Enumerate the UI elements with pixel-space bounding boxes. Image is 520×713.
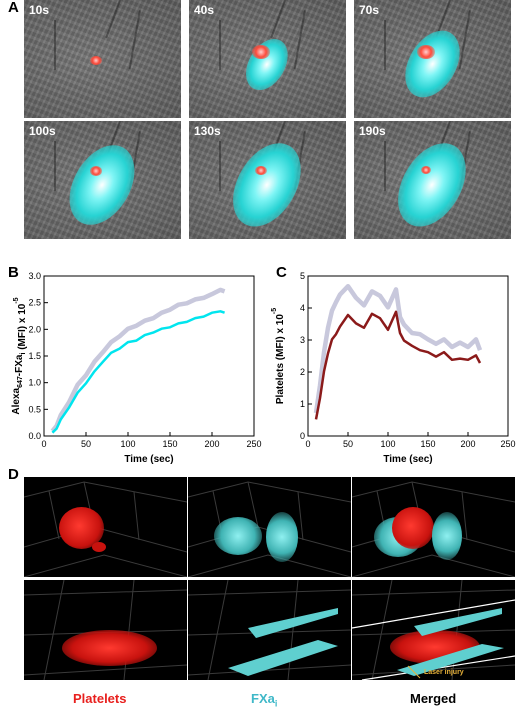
- frame-timestamp: 10s: [29, 3, 50, 17]
- y-tick-label: 1: [300, 399, 305, 409]
- y-axis-label-part: 647: [17, 376, 24, 388]
- microscopy-frame: 130s: [189, 121, 346, 239]
- x-tick-label: 50: [343, 439, 353, 449]
- plot-frame: [307, 275, 509, 437]
- plane-line-upper: [352, 599, 515, 629]
- vessel-line: [384, 141, 386, 191]
- vessel-line: [384, 20, 386, 70]
- panel-a-letter: A: [8, 0, 19, 16]
- microscopy-frame: 70s: [354, 0, 511, 118]
- fxa-sheets: [228, 608, 338, 676]
- merged-3d-top: [352, 477, 515, 577]
- fxa-caption: FXai: [251, 691, 277, 709]
- platelet-signal: [90, 56, 102, 66]
- platelets-caption: Platelets: [73, 691, 127, 706]
- fxa-cluster-right: [432, 512, 462, 560]
- microscopy-frame: 190s: [354, 121, 511, 239]
- platelet-fragment: [92, 542, 106, 552]
- x-tick-label: 0: [41, 439, 46, 449]
- x-tick-label: 150: [420, 439, 435, 449]
- frame-timestamp: 190s: [359, 124, 386, 138]
- y-tick-label: 0.5: [28, 404, 41, 414]
- fxa-sheets: [397, 608, 504, 679]
- merged-3d-side: Laser injury: [352, 580, 515, 680]
- platelet-signal: [89, 166, 103, 176]
- frame-timestamp: 40s: [194, 3, 215, 17]
- fxa-3d-side: [188, 580, 351, 680]
- x-tick-label: 200: [204, 439, 219, 449]
- x-tick-label: 0: [305, 439, 310, 449]
- y-axis-label-part: i: [20, 353, 27, 355]
- frame-timestamp: 130s: [194, 124, 221, 138]
- laser-injury-arrow: [407, 665, 421, 679]
- panel-c-letter: C: [276, 264, 287, 281]
- series-line: [314, 310, 482, 420]
- x-tick-label: 50: [81, 439, 91, 449]
- series-line: [50, 287, 226, 433]
- microscopy-frame: 40s: [189, 0, 346, 118]
- grid-lines: [24, 580, 187, 680]
- frame-timestamp: 100s: [29, 124, 56, 138]
- panel-b-letter: B: [8, 264, 19, 281]
- merged-caption: Merged: [410, 691, 457, 706]
- x-tick-label: 100: [120, 439, 135, 449]
- panel-d-letter: D: [8, 466, 19, 483]
- fxa-caption-main: FXa: [251, 691, 275, 706]
- y-tick-label: 5: [300, 271, 305, 281]
- plot-frame: [43, 275, 255, 437]
- platelet-cluster: [392, 507, 434, 549]
- series-line: [51, 310, 225, 434]
- y-tick-label: 0: [300, 431, 305, 441]
- x-tick-label: 250: [246, 439, 261, 449]
- panel-b-chart: 0 50 100 150 200 250 0.0 0.5 1.0 1.5 2.0 2.5 3.0 Time…: [11, 271, 262, 465]
- y-axis-label: Alexa647-FXai (MFI) x 10-5: [11, 297, 28, 414]
- y-axis-label-part: Platelets (MFI) x 10: [275, 314, 286, 404]
- fxa-cluster-right: [266, 512, 298, 562]
- y-tick-label: 0.0: [28, 431, 41, 441]
- tissue-background: [24, 0, 181, 118]
- y-tick-label: 2.5: [28, 298, 41, 308]
- platelet-signal: [255, 166, 267, 176]
- y-tick-label: 2: [300, 367, 305, 377]
- x-tick-label: 250: [500, 439, 515, 449]
- y-axis-label-part: -FXa: [14, 354, 25, 376]
- microscopy-frame: 100s: [24, 121, 181, 239]
- platelet-cluster: [62, 630, 157, 666]
- y-axis-label: Platelets (MFI) x 10-5: [271, 308, 286, 404]
- y-axis-label-part: Alexa: [11, 387, 22, 414]
- grid-lines: [24, 481, 187, 577]
- platelets-3d-side: [24, 580, 187, 680]
- platelet-signal: [252, 45, 270, 60]
- series-line: [313, 283, 483, 414]
- x-tick-label: 100: [380, 439, 395, 449]
- vessel-line: [54, 141, 56, 191]
- platelet-signal: [417, 45, 435, 60]
- x-tick-label: 150: [162, 439, 177, 449]
- frame-timestamp: 70s: [359, 3, 380, 17]
- fxa-caption-sub: i: [274, 698, 278, 709]
- y-tick-label: 2.0: [28, 324, 41, 334]
- y-tick-label: 1.0: [28, 378, 41, 388]
- y-axis-label-part: -5: [13, 297, 20, 303]
- vessel-line: [54, 20, 56, 70]
- x-axis-label: Time (sec): [124, 454, 173, 465]
- platelet-signal: [420, 166, 432, 175]
- platelets-3d-top: [24, 477, 187, 577]
- panel-c-chart: 0 50 100 150 200 250 0 1 2 3 4 5 Time (sec) Platelets…: [271, 271, 516, 465]
- x-axis-label: Time (sec): [383, 454, 432, 465]
- vessel-line: [219, 141, 221, 191]
- microscopy-frame: 10s: [24, 0, 181, 118]
- y-axis-label-exponent: -5: [271, 308, 278, 314]
- y-tick-label: 4: [300, 303, 305, 313]
- y-tick-label: 3.0: [28, 271, 41, 281]
- fxa-cluster-left: [214, 517, 262, 555]
- vessel-line: [219, 20, 221, 70]
- y-tick-label: 3: [300, 335, 305, 345]
- fxa-3d-top: [188, 477, 351, 577]
- y-axis-label-part: (MFI) x 10: [17, 303, 28, 352]
- y-tick-label: 1.5: [28, 351, 41, 361]
- x-tick-label: 200: [460, 439, 475, 449]
- laser-injury-label: Laser injury: [424, 669, 464, 676]
